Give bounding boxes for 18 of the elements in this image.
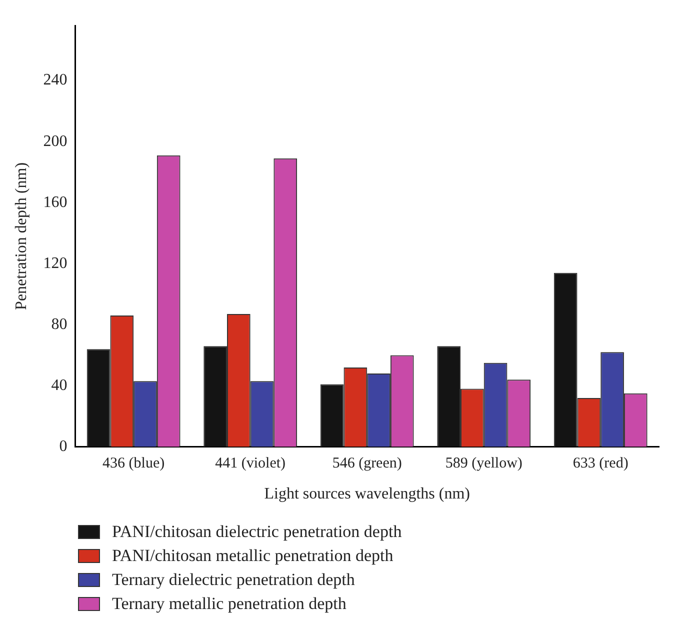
y-tick-label: 160 [43,194,68,211]
y-tick-label: 0 [59,438,68,456]
x-tick-label: 633 (red) [572,456,628,472]
legend-label: PANI/chitosan metallic penetration depth [112,546,394,566]
y-tick-label: 120 [43,254,68,272]
legend-label: Ternary metallic penetration depth [112,594,346,614]
y-tick-label: 40 [51,376,68,394]
y-tick-label: 80 [51,316,68,333]
y-axis-title: Penetration depth (nm) [12,162,30,310]
legend-label: Ternary dielectric penetration depth [112,570,355,590]
y-tick-label: 240 [43,72,68,89]
x-tick-label: 546 (green) [332,456,402,472]
x-tick-label: 441 (violet) [215,456,286,472]
x-tick-label: 589 (yellow) [445,456,522,472]
x-tick-label: 436 (blue) [102,456,165,472]
legend-label: PANI/chitosan dielectric penetration depth [112,522,402,542]
x-axis-title: Light sources wavelengths (nm) [264,486,470,503]
y-tick-label: 200 [43,132,68,150]
